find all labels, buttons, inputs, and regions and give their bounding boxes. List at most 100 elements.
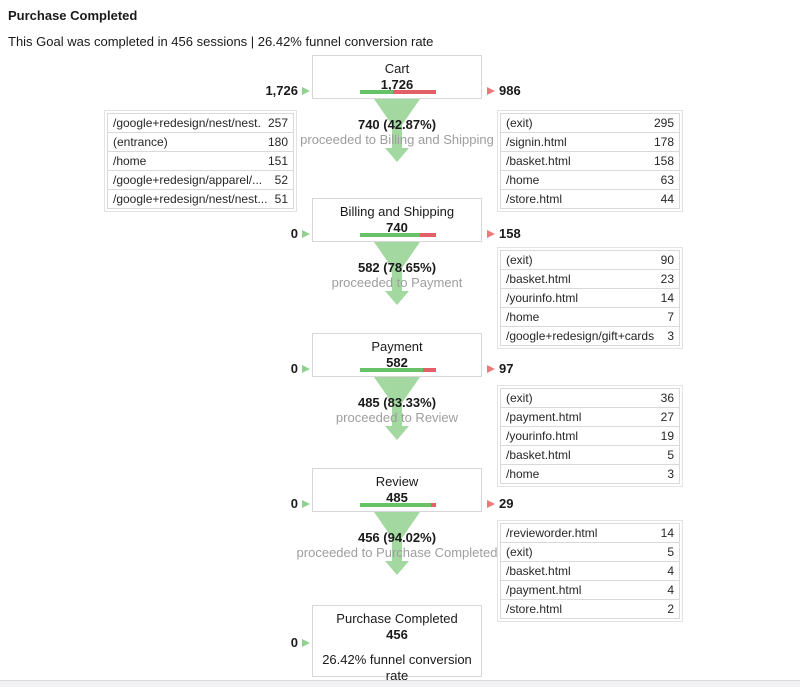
funnel-step-name: Cart <box>384 61 410 76</box>
exit-destinations-table: (exit) 295/signin.html 178/basket.html 158 /… <box>497 110 683 212</box>
page-label: /yourinfo.html <box>506 291 579 305</box>
session-count: 63 <box>660 173 674 187</box>
progress-bar-continued-segment <box>360 503 432 507</box>
entering-count: 0 <box>290 496 298 511</box>
page-label: /payment.html <box>506 410 582 424</box>
progress-bar-dropped-segment <box>431 503 436 507</box>
session-count: 14 <box>660 291 674 305</box>
table-row: (exit) 295 <box>500 113 680 133</box>
entering-count: 0 <box>290 635 298 650</box>
page-label: /store.html <box>506 192 563 206</box>
goal-summary-text: This Goal was completed in 456 sessions … <box>8 34 434 49</box>
exiting-arrow-icon <box>487 230 495 238</box>
proceed-count: 740 (42.87%) <box>357 117 437 132</box>
page-label: /google+redesign/nest/nest... <box>113 192 268 206</box>
session-count: 178 <box>653 135 674 149</box>
page-label: /yourinfo.html <box>506 429 579 443</box>
table-row: /home 63 <box>500 170 680 190</box>
session-count: 151 <box>267 154 288 168</box>
session-count: 44 <box>660 192 674 206</box>
page-label: /home <box>506 310 540 324</box>
session-count: 90 <box>660 253 674 267</box>
page-label: /basket.html <box>506 272 571 286</box>
page-label: /basket.html <box>506 564 571 578</box>
step-progress-bar <box>360 90 436 94</box>
table-row: /basket.html 5 <box>500 445 680 465</box>
page-label: /signin.html <box>506 135 567 149</box>
session-count: 14 <box>660 526 674 540</box>
table-row: /google+redesign/gift+cards 3 <box>500 326 680 346</box>
exit-destinations-table: /revieworder.html 14 (exit) 5/basket.html 4/… <box>497 520 683 622</box>
funnel-arrow-icon <box>374 377 420 440</box>
entering-count: 0 <box>290 226 298 241</box>
entering-count: 0 <box>290 361 298 376</box>
proceed-label: proceeded to Billing and Shipping <box>300 132 494 147</box>
session-count: 4 <box>667 564 674 578</box>
exit-destinations-table: (exit) 36/payment.html 27/yourinfo.html 19/… <box>497 385 683 487</box>
funnel-step-name: Payment <box>371 339 423 354</box>
session-count: 257 <box>267 116 288 130</box>
funnel-arrow-icon <box>374 512 420 575</box>
progress-bar-continued-segment <box>360 233 420 237</box>
session-count: 7 <box>667 310 674 324</box>
table-row: /google+redesign/apparel/... 52 <box>107 170 294 190</box>
funnel-step-box: Purchase Completed 456 26.42% funnel con… <box>312 605 482 683</box>
table-row: /yourinfo.html 14 <box>500 288 680 308</box>
funnel-step-box: Cart 1,726 <box>312 55 482 99</box>
step-progress-bar <box>360 368 436 372</box>
proceed-count: 456 (94.02%) <box>357 530 437 545</box>
session-count: 27 <box>660 410 674 424</box>
exiting-count: 97 <box>499 361 514 376</box>
table-row: /signin.html 178 <box>500 132 680 152</box>
page-label: /google+redesign/gift+cards <box>506 329 655 343</box>
funnel-arrow-icon <box>374 242 420 305</box>
page-label: /basket.html <box>506 154 571 168</box>
proceed-count: 485 (83.33%) <box>357 395 437 410</box>
session-count: 51 <box>274 192 288 206</box>
proceed-label: proceeded to Payment <box>331 275 463 290</box>
exiting-arrow-icon <box>487 365 495 373</box>
entering-arrow-icon <box>302 87 310 95</box>
progress-bar-dropped-segment <box>392 90 436 94</box>
table-row: /google+redesign/nest/nest... 51 <box>107 189 294 209</box>
progress-bar-dropped-segment <box>423 368 436 372</box>
exiting-arrow-icon <box>487 87 495 95</box>
exiting-count: 986 <box>499 83 521 98</box>
page-title: Purchase Completed <box>8 8 138 23</box>
funnel-step-count: 485 <box>386 490 408 505</box>
session-count: 295 <box>653 116 674 130</box>
funnel-step-count: 740 <box>386 220 408 235</box>
page-label: (entrance) <box>113 135 168 149</box>
entering-count: 1,726 <box>265 83 298 98</box>
session-count: 19 <box>660 429 674 443</box>
session-count: 3 <box>667 467 674 481</box>
exit-destinations-table: (exit) 90/basket.html 23/yourinfo.html 14/h… <box>497 247 683 349</box>
entering-arrow-icon <box>302 500 310 508</box>
page-label: /google+redesign/apparel/... <box>113 173 263 187</box>
progress-bar-continued-segment <box>360 368 424 372</box>
exiting-count: 29 <box>499 496 514 511</box>
table-row: /yourinfo.html 19 <box>500 426 680 446</box>
funnel-step-name: Billing and Shipping <box>339 204 455 219</box>
funnel-step-box: Billing and Shipping 740 <box>312 198 482 242</box>
session-count: 3 <box>667 329 674 343</box>
page-label: (exit) <box>506 253 533 267</box>
session-count: 180 <box>267 135 288 149</box>
entering-arrow-icon <box>302 365 310 373</box>
session-count: 36 <box>660 391 674 405</box>
table-row: /basket.html 4 <box>500 561 680 581</box>
page-label: /google+redesign/nest/nest... <box>113 116 262 130</box>
exiting-count: 158 <box>499 226 521 241</box>
funnel-step-name: Purchase Completed <box>336 611 458 626</box>
table-row: /store.html 44 <box>500 189 680 209</box>
proceed-label: proceeded to Purchase Completed <box>296 545 498 560</box>
entry-sources-table: /google+redesign/nest/nest... 257 (entranc… <box>104 110 297 212</box>
page-label: /store.html <box>506 602 563 616</box>
session-count: 158 <box>653 154 674 168</box>
table-row: /home 7 <box>500 307 680 327</box>
page-label: /payment.html <box>506 583 582 597</box>
progress-bar-dropped-segment <box>419 233 436 237</box>
proceed-label: proceeded to Review <box>335 410 459 425</box>
horizontal-scrollbar-track[interactable] <box>0 680 800 687</box>
